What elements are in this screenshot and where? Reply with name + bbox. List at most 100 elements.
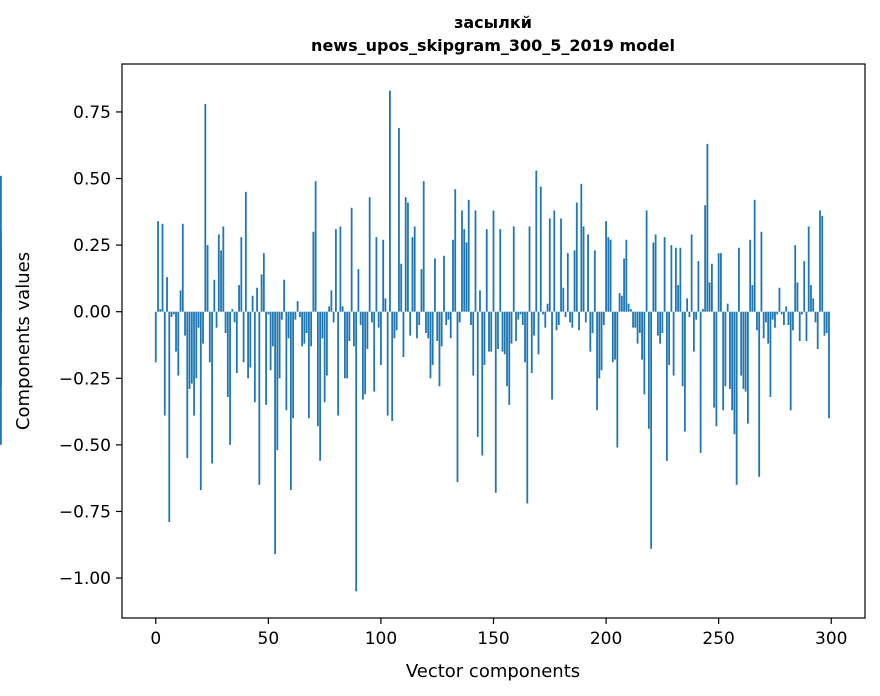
bar — [186, 311, 189, 459]
y-tick-label: 0.00 — [73, 303, 111, 323]
bar — [747, 311, 749, 424]
bar — [287, 311, 290, 339]
y-axis: −1.00 −0.75 −0.50 −0.25 0.00 0.25 0.50 0.75 — [59, 103, 122, 589]
bar — [458, 311, 461, 323]
bar — [436, 311, 439, 341]
bar — [756, 311, 758, 331]
bar — [188, 311, 191, 389]
bar — [321, 311, 324, 339]
bar — [251, 295, 254, 312]
bar — [629, 309, 632, 312]
bar — [650, 311, 653, 549]
bar — [814, 311, 817, 323]
bar — [611, 311, 614, 363]
bar — [542, 311, 544, 315]
bar — [231, 309, 234, 312]
bar — [193, 311, 195, 416]
bar — [373, 311, 376, 392]
bar — [357, 269, 360, 312]
bar — [503, 311, 506, 355]
bar — [645, 210, 648, 312]
bar — [692, 311, 695, 352]
bar — [154, 311, 157, 363]
bar — [620, 295, 623, 312]
bar — [422, 181, 425, 312]
bar — [380, 311, 382, 365]
bar — [416, 311, 418, 339]
bar — [733, 311, 736, 435]
x-tick-label: 200 — [590, 629, 622, 649]
bar — [319, 311, 322, 461]
bar — [348, 311, 351, 341]
bar — [697, 261, 700, 312]
bar — [492, 210, 495, 312]
bar — [634, 311, 637, 328]
bar — [353, 311, 355, 347]
bar — [177, 311, 180, 376]
bar — [285, 311, 288, 411]
bar — [571, 311, 574, 328]
bar — [602, 311, 605, 326]
bar — [328, 306, 331, 312]
y-tick-label: 0.75 — [73, 103, 111, 123]
bar — [226, 311, 229, 397]
bar — [382, 239, 385, 312]
bar — [0, 253, 2, 312]
bar — [395, 311, 398, 331]
bar — [485, 229, 488, 312]
bar — [715, 311, 718, 427]
bar — [566, 253, 569, 312]
bar — [494, 311, 497, 493]
bar — [355, 311, 358, 592]
bar — [744, 311, 747, 392]
bar — [506, 311, 508, 387]
bar — [249, 311, 252, 368]
bar — [449, 311, 452, 339]
bar — [625, 239, 628, 312]
bar — [789, 311, 792, 411]
bar — [593, 250, 596, 312]
bar — [720, 253, 722, 312]
bar — [224, 311, 227, 334]
bar — [798, 311, 801, 341]
bar — [215, 311, 218, 328]
bar — [501, 311, 504, 352]
bar — [339, 226, 342, 312]
bar — [724, 311, 727, 387]
bar — [686, 298, 689, 312]
bar — [172, 311, 175, 315]
bar — [562, 287, 565, 312]
bar — [325, 311, 328, 376]
bar — [607, 237, 610, 312]
bar — [364, 311, 367, 395]
bar — [384, 298, 387, 312]
x-tick-label: 250 — [702, 629, 734, 649]
bar — [294, 311, 297, 320]
bar — [283, 279, 286, 312]
bar — [735, 311, 738, 485]
bar — [519, 311, 522, 315]
bar — [425, 311, 427, 334]
bar — [557, 311, 560, 326]
bar — [307, 311, 310, 419]
bar — [265, 311, 267, 405]
bar — [314, 181, 317, 312]
bar — [199, 311, 202, 491]
bar — [596, 311, 598, 411]
bar — [362, 311, 364, 400]
bar — [440, 311, 443, 347]
bar — [463, 229, 466, 312]
bar — [670, 245, 673, 312]
bar — [479, 290, 481, 312]
bar — [260, 274, 263, 312]
bar — [711, 263, 713, 312]
bar — [555, 311, 558, 331]
bar — [674, 247, 677, 312]
bar — [202, 311, 204, 344]
bar — [546, 303, 549, 312]
bar — [344, 311, 346, 379]
bar — [708, 282, 711, 312]
bar — [771, 311, 774, 320]
bar — [258, 311, 261, 485]
bar — [627, 303, 630, 312]
